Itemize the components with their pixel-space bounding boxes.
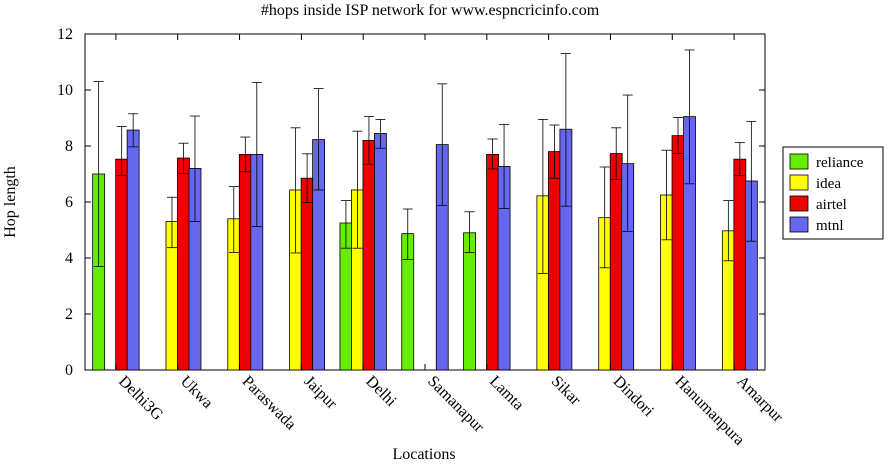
legend-label-airtel: airtel — [816, 197, 847, 213]
legend-label-reliance: reliance — [816, 155, 864, 171]
legend-swatch-reliance — [789, 153, 809, 170]
x-tick-label-ukwa: Ukwa — [177, 373, 216, 412]
y-tick-label: 0 — [65, 362, 73, 379]
legend-label-mtnl: mtnl — [816, 218, 844, 234]
x-tick-label-dindori: Dindori — [610, 373, 658, 421]
legend: reliance idea airtel mtnl — [782, 146, 884, 240]
x-tick-label-jaipur: Jaipur — [301, 373, 341, 413]
x-axis-label: Locations — [392, 446, 455, 463]
x-tick-label-delhi3g: Delhi3G — [115, 373, 166, 424]
x-tick-label-lamta: Lamta — [486, 373, 527, 414]
bar-airtel-delhi — [362, 139, 376, 371]
legend-swatch-idea — [789, 174, 809, 191]
x-tick-label-paraswada: Paraswada — [239, 373, 299, 433]
bar-mtnl-delhi3g — [126, 129, 140, 371]
bar-airtel-delhi3g — [115, 158, 129, 371]
bar-airtel-sikar — [547, 151, 561, 371]
bar-airtel-paraswada — [238, 153, 252, 371]
bar-airtel-dindori — [609, 153, 623, 371]
bar-airtel-ukwa — [177, 157, 190, 371]
bar-mtnl-delhi — [374, 132, 387, 371]
bar-airtel-amarpur — [733, 158, 747, 371]
legend-swatch-airtel — [789, 195, 809, 212]
y-tick-label: 6 — [65, 194, 73, 211]
bar-airtel-lamta — [486, 153, 499, 371]
y-axis-label: Hop length — [2, 166, 19, 238]
legend-swatch-mtnl — [789, 216, 809, 233]
y-tick-label: 4 — [65, 250, 73, 267]
y-tick-label: 2 — [65, 306, 73, 323]
chart-title: #hops inside ISP network for www.espncri… — [261, 2, 600, 19]
error-bars-layer — [93, 49, 757, 274]
x-tick-label-amarpur: Amarpur — [733, 373, 786, 426]
bars-layer — [92, 116, 758, 371]
bar-airtel-jaipur — [300, 177, 314, 371]
y-tick-label: 12 — [57, 26, 73, 43]
legend-label-idea: idea — [816, 176, 841, 192]
bar-reliance-lamta — [463, 232, 476, 371]
bar-airtel-hanumanpura — [671, 135, 685, 371]
x-tick-label-delhi: Delhi — [362, 373, 400, 411]
y-tick-label: 8 — [65, 138, 73, 155]
x-tick-label-sikar: Sikar — [548, 373, 584, 409]
x-tick-label-samanapur: Samanapur — [424, 373, 487, 436]
y-tick-label: 10 — [57, 82, 73, 99]
